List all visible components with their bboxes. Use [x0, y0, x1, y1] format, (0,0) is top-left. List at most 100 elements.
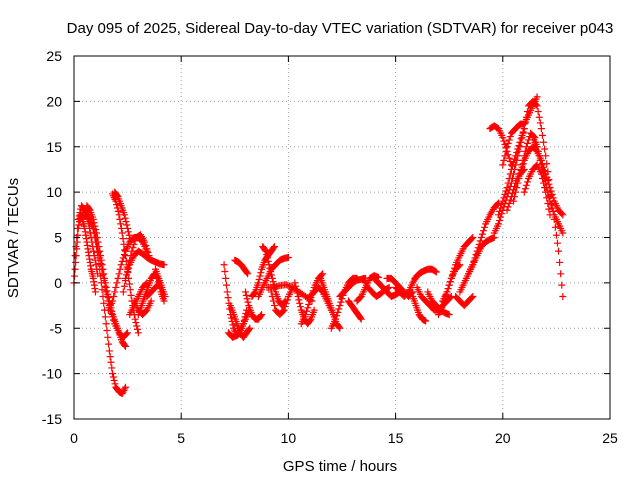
data-point-52-4: [533, 143, 541, 151]
data-point-5-5: [113, 201, 121, 209]
data-point-0-3: [72, 258, 80, 266]
data-point-24-13: [284, 281, 292, 289]
data-point-54-7: [511, 182, 519, 190]
data-point-6-14: [122, 218, 130, 226]
data-point-8-22: [143, 245, 151, 253]
data-point-46-63: [558, 281, 566, 289]
data-point-52-13: [543, 184, 551, 192]
data-point-26-5: [303, 307, 311, 315]
data-point-47-16: [512, 152, 520, 160]
data-point-17-24: [246, 324, 254, 332]
data-point-23-15: [283, 296, 291, 304]
data-point-53-18: [505, 154, 513, 162]
data-point-47-2: [497, 204, 505, 212]
data-point-8-0: [119, 288, 127, 296]
data-point-47-23: [519, 128, 527, 136]
data-point-4-18: [100, 277, 108, 285]
data-point-53-14: [501, 140, 509, 148]
data-point-5-13: [119, 235, 127, 243]
data-point-1-3: [73, 224, 81, 232]
data-point-24-12: [282, 281, 290, 289]
data-point-45-8: [473, 247, 481, 255]
data-point-49-0: [510, 197, 518, 205]
series-arc-54: [486, 122, 515, 169]
data-point-47-9: [504, 179, 512, 187]
data-point-9-1: [123, 271, 131, 279]
data-point-20-10: [256, 272, 264, 280]
data-point-5-32: [134, 329, 142, 337]
y-axis-title: SDTVAR / TECUs: [5, 178, 22, 298]
series-arc-32: [344, 297, 365, 323]
data-point-52-16: [546, 197, 554, 205]
data-point-50-3: [519, 160, 527, 168]
data-point-26-20: [319, 270, 327, 278]
data-point-26-6: [304, 304, 312, 312]
data-point-20-28: [270, 243, 278, 251]
data-point-25-5: [295, 296, 303, 304]
series-arc-24: [267, 283, 297, 319]
data-point-52-10: [540, 170, 548, 178]
data-point-52-19: [549, 207, 557, 215]
data-point-47-0: [495, 211, 503, 219]
data-point-12-32: [160, 297, 168, 305]
data-point-50-31: [549, 194, 557, 202]
data-point-48-5: [504, 139, 512, 147]
series-arc-10: [121, 247, 168, 282]
data-point-53-15: [502, 144, 510, 152]
data-point-29-6: [334, 308, 342, 316]
data-point-5-11: [117, 224, 125, 232]
data-point-48-2: [501, 152, 509, 160]
data-point-14-12: [161, 292, 169, 300]
y-tick-label-3: 0: [54, 275, 62, 291]
data-point-26-4: [302, 311, 310, 319]
data-point-15-0: [220, 261, 228, 269]
data-point-6-12: [120, 211, 128, 219]
data-point-48-0: [499, 161, 507, 169]
data-point-22-3: [261, 246, 269, 254]
data-point-7-4: [109, 297, 117, 305]
x-tick-label-2: 10: [281, 430, 297, 446]
data-point-54-15: [519, 167, 527, 175]
data-point-54-6: [510, 186, 518, 194]
data-point-54-3: [506, 196, 514, 204]
data-point-2-55: [121, 385, 129, 393]
data-point-5-22: [126, 286, 134, 294]
data-point-7-12: [117, 261, 125, 269]
data-point-54-1: [504, 203, 512, 211]
data-point-50-40: [559, 211, 567, 219]
data-point-46-5: [496, 216, 504, 224]
data-point-8-9: [129, 244, 137, 252]
data-point-52-18: [548, 204, 556, 212]
data-point-20-27: [270, 244, 278, 252]
data-point-5-7: [114, 207, 122, 215]
data-point-47-1: [496, 207, 504, 215]
data-point-54-16: [520, 165, 528, 173]
data-point-22-10: [267, 268, 275, 276]
grid-layer: [74, 56, 610, 419]
data-point-52-14: [544, 188, 552, 196]
data-point-1-0: [71, 252, 79, 260]
data-point-46-44: [537, 125, 545, 133]
data-point-0-40: [91, 288, 99, 296]
data-point-5-12: [118, 229, 126, 237]
data-point-15-5: [224, 294, 232, 302]
data-point-15-1: [221, 268, 229, 276]
data-point-15-4: [223, 288, 231, 296]
x-tick-label-4: 20: [495, 430, 511, 446]
data-point-20-8: [254, 279, 262, 287]
data-point-47-7: [502, 187, 510, 195]
data-point-4-13: [95, 248, 103, 256]
data-point-7-13: [118, 257, 126, 265]
data-point-51-23: [545, 205, 553, 213]
data-point-54-4: [507, 193, 515, 201]
data-point-4-20: [102, 288, 110, 296]
series-arc-19: [231, 256, 252, 278]
data-point-46-43: [536, 119, 544, 127]
x-tick-label-5: 25: [602, 430, 618, 446]
data-point-8-11: [131, 237, 139, 245]
data-point-22-5: [263, 251, 271, 259]
data-point-19-20: [258, 311, 266, 319]
data-point-43-16: [469, 292, 477, 300]
data-point-4-16: [98, 265, 106, 273]
data-point-45-5: [470, 257, 478, 265]
